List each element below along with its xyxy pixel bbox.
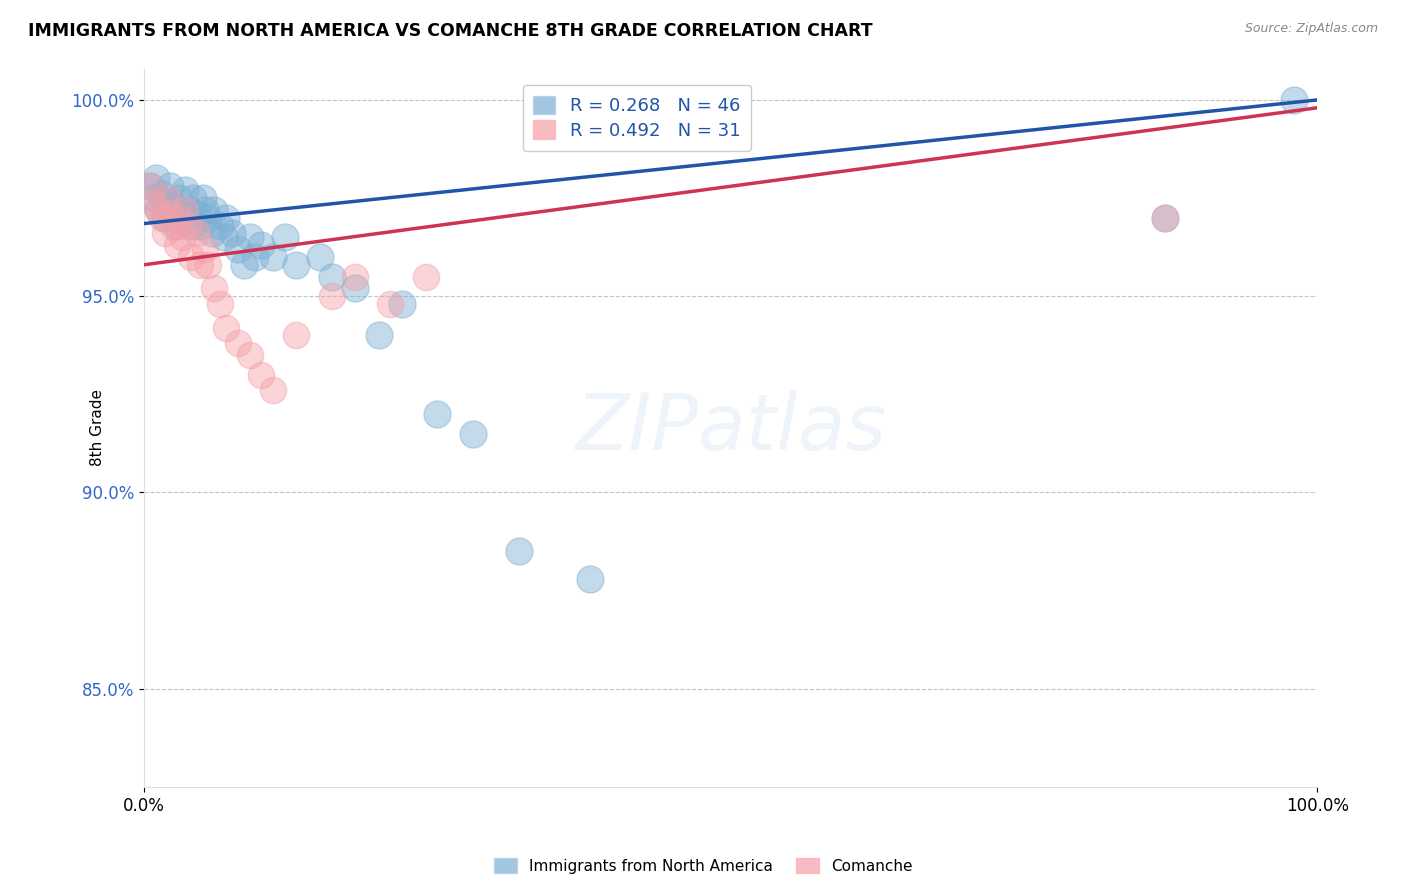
- Point: [201, 227, 224, 241]
- Point: [262, 384, 284, 398]
- Point: [309, 250, 332, 264]
- Point: [177, 219, 200, 233]
- Point: [1153, 211, 1175, 225]
- Point: [159, 207, 181, 221]
- Point: [166, 219, 188, 233]
- Point: [212, 230, 235, 244]
- Point: [226, 336, 249, 351]
- Point: [139, 179, 162, 194]
- Point: [461, 426, 484, 441]
- Point: [262, 250, 284, 264]
- Text: IMMIGRANTS FROM NORTH AMERICA VS COMANCHE 8TH GRADE CORRELATION CHART: IMMIGRANTS FROM NORTH AMERICA VS COMANCH…: [28, 22, 873, 40]
- Point: [167, 211, 190, 225]
- Point: [142, 191, 165, 205]
- Point: [202, 202, 225, 217]
- Point: [221, 227, 243, 241]
- Point: [415, 269, 437, 284]
- Point: [321, 289, 343, 303]
- Point: [177, 202, 200, 217]
- Point: [508, 544, 530, 558]
- Point: [197, 258, 219, 272]
- Point: [1153, 211, 1175, 225]
- Point: [215, 211, 238, 225]
- Point: [162, 199, 184, 213]
- Point: [150, 211, 173, 225]
- Point: [153, 227, 176, 241]
- Point: [170, 207, 193, 221]
- Point: [238, 230, 260, 244]
- Point: [156, 194, 179, 209]
- Point: [367, 328, 389, 343]
- Point: [245, 250, 267, 264]
- Point: [321, 269, 343, 284]
- Point: [153, 211, 176, 225]
- Point: [170, 230, 193, 244]
- Point: [194, 242, 217, 256]
- Point: [579, 572, 602, 586]
- Point: [391, 297, 413, 311]
- Text: 8th Grade: 8th Grade: [90, 389, 104, 467]
- Point: [194, 202, 217, 217]
- Point: [180, 219, 202, 233]
- Point: [166, 238, 188, 252]
- Point: [202, 281, 225, 295]
- Point: [426, 407, 449, 421]
- Point: [150, 187, 173, 202]
- Point: [167, 191, 190, 205]
- Point: [180, 250, 202, 264]
- Point: [209, 297, 232, 311]
- Point: [162, 219, 184, 233]
- Point: [145, 171, 167, 186]
- Point: [188, 258, 211, 272]
- Point: [285, 328, 308, 343]
- Point: [174, 202, 197, 217]
- Point: [250, 368, 273, 382]
- Point: [188, 219, 211, 233]
- Legend: R = 0.268   N = 46, R = 0.492   N = 31: R = 0.268 N = 46, R = 0.492 N = 31: [523, 85, 751, 151]
- Point: [380, 297, 402, 311]
- Legend: Immigrants from North America, Comanche: Immigrants from North America, Comanche: [488, 852, 918, 880]
- Point: [215, 320, 238, 334]
- Point: [344, 281, 367, 295]
- Point: [186, 207, 208, 221]
- Point: [285, 258, 308, 272]
- Text: Source: ZipAtlas.com: Source: ZipAtlas.com: [1244, 22, 1378, 36]
- Point: [238, 348, 260, 362]
- Point: [156, 191, 179, 205]
- Point: [344, 269, 367, 284]
- Point: [197, 211, 219, 225]
- Point: [174, 183, 197, 197]
- Point: [250, 238, 273, 252]
- Text: ZIPatlas: ZIPatlas: [575, 390, 886, 466]
- Point: [274, 230, 297, 244]
- Point: [142, 194, 165, 209]
- Point: [159, 179, 181, 194]
- Point: [186, 227, 208, 241]
- Point: [226, 242, 249, 256]
- Point: [191, 191, 214, 205]
- Point: [1282, 93, 1305, 107]
- Point: [146, 202, 169, 217]
- Point: [139, 179, 162, 194]
- Point: [209, 219, 232, 233]
- Point: [146, 202, 169, 217]
- Point: [181, 191, 204, 205]
- Point: [232, 258, 254, 272]
